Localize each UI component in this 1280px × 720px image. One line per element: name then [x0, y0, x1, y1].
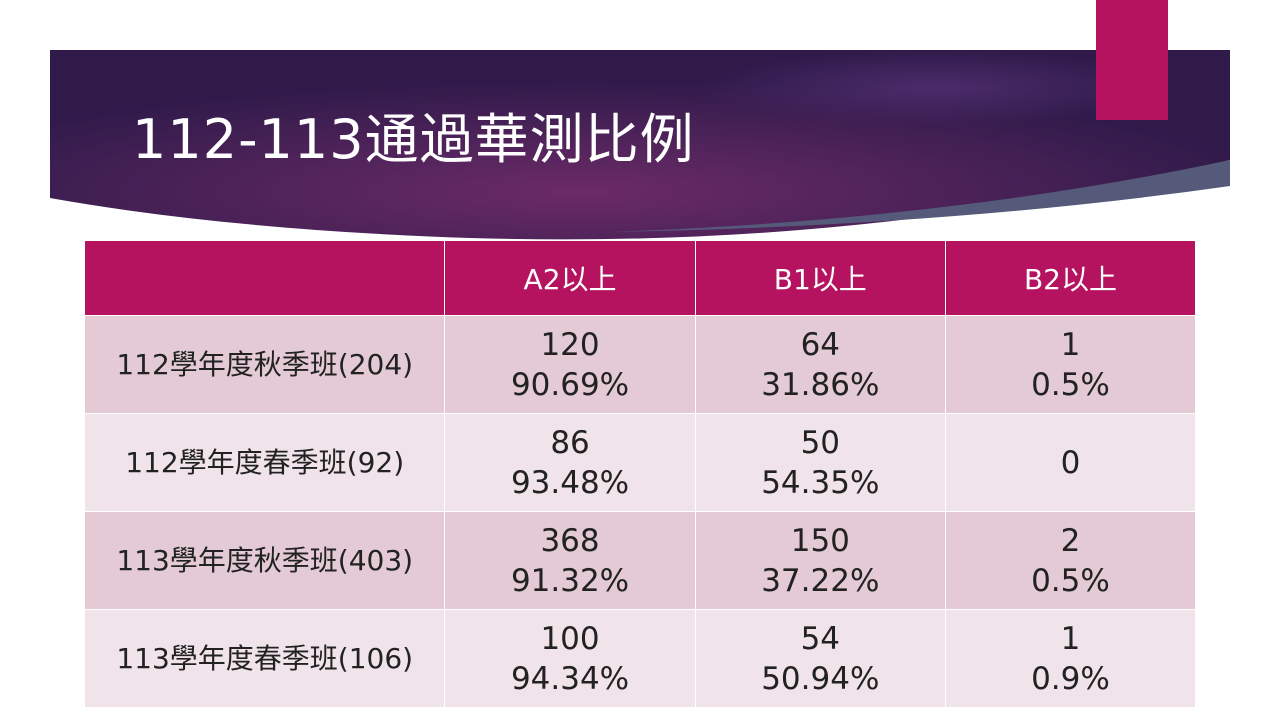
cell-count: 1 [1060, 326, 1081, 363]
table-cell: 2 0.5% [944, 511, 1197, 610]
cell-percent: 50.94% [761, 660, 880, 697]
cell-percent: 37.22% [761, 562, 880, 599]
table-cell: 0 [944, 413, 1197, 512]
slide-title: 112-113通過華測比例 [132, 108, 695, 171]
cell-percent: 0.5% [1031, 366, 1110, 403]
table-cell: 150 37.22% [694, 511, 946, 610]
table-row: 112學年度春季班(92) 86 93.48% 50 54.35% 0 [83, 413, 1197, 512]
cell-count: 86 [550, 424, 590, 461]
header-cell-b2: B2以上 [944, 240, 1197, 316]
table-cell: 100 94.34% [444, 609, 696, 708]
cell-count: 100 [540, 620, 600, 657]
results-table: A2以上 B1以上 B2以上 112學年度秋季班(204) 120 90.69%… [83, 240, 1197, 708]
title-banner [50, 50, 1230, 240]
accent-block [1096, 0, 1168, 120]
cell-percent: 31.86% [761, 366, 880, 403]
table-cell: 1 0.5% [944, 315, 1197, 414]
table-header-row: A2以上 B1以上 B2以上 [83, 240, 1197, 316]
cell-count: 2 [1060, 522, 1081, 559]
cell-percent: 90.69% [510, 366, 630, 403]
table-cell: 54 50.94% [694, 609, 946, 708]
row-label: 112學年度秋季班(204) [83, 315, 446, 414]
table-cell: 1 0.9% [944, 609, 1197, 708]
table-cell: 368 91.32% [444, 511, 696, 610]
table-row: 113學年度春季班(106) 100 94.34% 54 50.94% 1 0.… [83, 609, 1197, 708]
row-label: 113學年度春季班(106) [83, 609, 446, 708]
cell-percent: 0.9% [1031, 660, 1110, 697]
table-cell: 64 31.86% [694, 315, 946, 414]
cell-count: 120 [540, 326, 600, 363]
cell-count: 150 [790, 522, 850, 559]
header-cell-b1: B1以上 [694, 240, 946, 316]
table-row: 112學年度秋季班(204) 120 90.69% 64 31.86% 1 0.… [83, 315, 1197, 414]
table-cell: 120 90.69% [444, 315, 696, 414]
row-label: 113學年度秋季班(403) [83, 511, 446, 610]
cell-count: 1 [1060, 620, 1081, 657]
row-label: 112學年度春季班(92) [83, 413, 446, 512]
table-cell: 86 93.48% [444, 413, 696, 512]
header-cell-a2: A2以上 [444, 240, 696, 316]
table-row: 113學年度秋季班(403) 368 91.32% 150 37.22% 2 0… [83, 511, 1197, 610]
cell-percent: 54.35% [761, 464, 880, 501]
cell-percent: 91.32% [510, 562, 630, 599]
banner-shape [50, 50, 1230, 240]
header-cell-empty [83, 240, 446, 316]
cell-count: 0 [1060, 444, 1081, 481]
cell-percent: 0.5% [1031, 562, 1110, 599]
table-cell: 50 54.35% [694, 413, 946, 512]
cell-count: 368 [540, 522, 600, 559]
cell-count: 50 [800, 424, 841, 461]
cell-count: 54 [800, 620, 841, 657]
cell-count: 64 [800, 326, 841, 363]
cell-percent: 94.34% [510, 660, 630, 697]
cell-percent: 93.48% [510, 464, 630, 501]
